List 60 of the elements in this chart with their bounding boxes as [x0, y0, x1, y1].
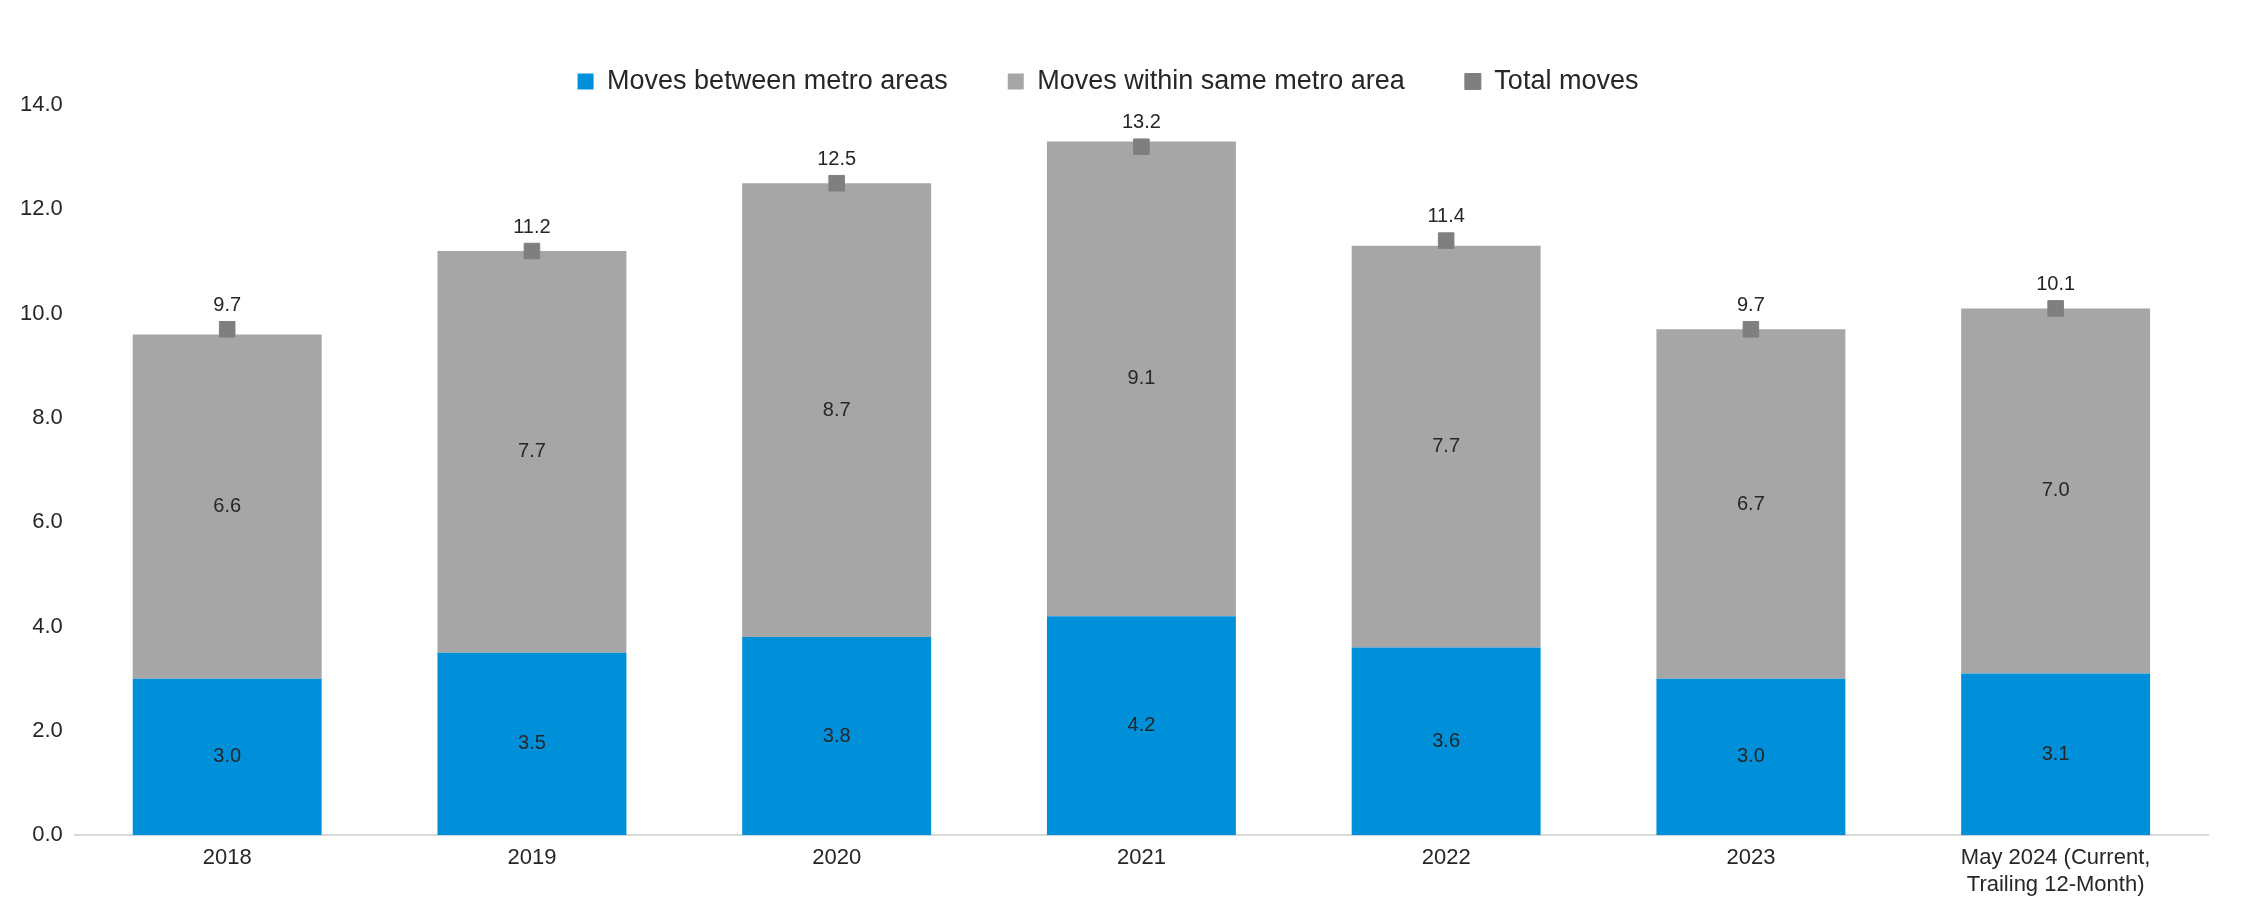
legend-label: Moves within same metro area: [1037, 64, 1406, 95]
bar: [437, 652, 627, 836]
bar: [742, 183, 932, 637]
y-tick-label: 4.0: [32, 612, 63, 638]
data-label: 9.7: [1736, 292, 1765, 315]
data-label: 10.1: [2036, 271, 2076, 294]
bar: [742, 637, 932, 836]
bar: [1351, 647, 1541, 836]
bar: [132, 334, 322, 679]
data-label: 13.2: [1121, 110, 1161, 133]
y-tick-label: 6.0: [32, 508, 63, 534]
data-label: 3.5: [518, 731, 546, 754]
data-label: 11.2: [513, 214, 551, 237]
bar: [1046, 616, 1236, 836]
bar: [1961, 673, 2151, 836]
data-label: 3.0: [213, 744, 242, 767]
data-label: 11.4: [1427, 204, 1465, 227]
bar: [1351, 245, 1541, 648]
x-tick-label: 2021: [1116, 844, 1166, 870]
y-tick-label: 14.0: [19, 91, 63, 117]
data-label: 8.7: [822, 397, 851, 420]
bar: [132, 678, 322, 836]
legend-label: Moves between metro areas: [607, 64, 948, 95]
data-label: 3.0: [1736, 744, 1765, 767]
point: [828, 174, 845, 192]
bar: [1656, 329, 1846, 679]
y-tick-label: 2.0: [32, 716, 63, 742]
bar: [437, 251, 627, 653]
y-tick-label: 0.0: [32, 821, 63, 847]
y-tick-label: 8.0: [32, 404, 63, 430]
x-tick-label: 2020: [812, 844, 862, 870]
bar: [1046, 141, 1236, 617]
data-label: 7.7: [518, 439, 546, 462]
data-label: 9.7: [213, 292, 242, 315]
point: [523, 242, 541, 260]
bar: [1961, 308, 2151, 674]
y-tick-label: 10.0: [19, 299, 63, 325]
data-label: 7.7: [1432, 434, 1461, 457]
data-label: 3.8: [822, 723, 851, 746]
data-label: 6.7: [1736, 491, 1765, 514]
x-tick-label: 2023: [1726, 844, 1776, 870]
x-tick-label: 2019: [507, 844, 557, 870]
point: [1437, 232, 1455, 249]
x-tick-label: 2018: [202, 844, 252, 870]
data-label: 7.0: [2041, 478, 2070, 501]
y-tick-label: 12.0: [19, 195, 63, 221]
data-label: 6.6: [213, 494, 242, 517]
point: [2047, 300, 2064, 317]
x-tick-label: May 2024 (Current, Trailing 12-Month): [1960, 844, 2151, 896]
data-label: 3.1: [2041, 741, 2070, 764]
point: [1742, 321, 1760, 338]
point: [218, 321, 236, 338]
data-label: 3.6: [1432, 728, 1461, 751]
data-label: 12.5: [817, 146, 857, 169]
bar: [1656, 678, 1846, 836]
data-label: 9.1: [1127, 366, 1156, 389]
data-label: 4.2: [1127, 713, 1156, 736]
legend-label: Total moves: [1494, 64, 1639, 95]
x-tick-label: 2022: [1421, 844, 1471, 870]
point: [1133, 138, 1150, 155]
